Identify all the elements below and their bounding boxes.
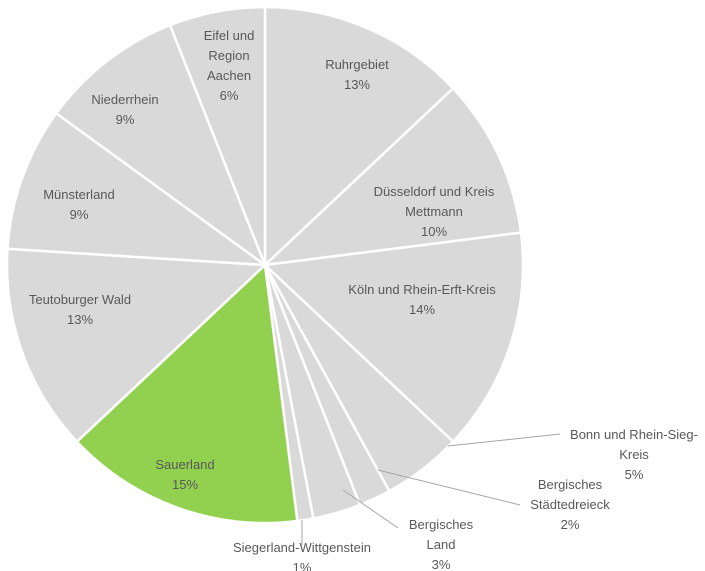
pie-slice: [6, 111, 270, 267]
slice-label: Niederrhein 9%: [25, 90, 225, 130]
category-label: Düsseldorf und Kreis Mettmann: [373, 184, 495, 219]
percent-label: 9%: [69, 207, 89, 222]
slice-label: Sauerland 15%: [85, 455, 285, 495]
category-label: Sauerland: [155, 457, 215, 472]
percent-label: 3%: [431, 557, 451, 571]
slice-label: Eifel und Region Aachen 6%: [198, 26, 260, 106]
slice-label: Teutoburger Wald 13%: [0, 290, 180, 330]
category-label: Bergisches Städtedreieck: [530, 477, 610, 512]
category-label: Bergisches Land: [408, 517, 474, 552]
percent-label: 15%: [171, 477, 199, 492]
category-label: Münsterland: [43, 187, 115, 202]
percent-label: 2%: [560, 517, 580, 532]
category-label: Eifel und Region Aachen: [203, 28, 255, 83]
pie-slice: [5, 247, 268, 444]
pie-slice: [75, 262, 299, 525]
slice-label: Bonn und Rhein-Sieg-Kreis 5%: [564, 425, 704, 485]
percent-label: 5%: [624, 467, 644, 482]
leader-line: [342, 489, 399, 529]
percent-label: 1%: [292, 560, 312, 571]
category-label: Köln und Rhein-Erft-Kreis: [348, 282, 496, 297]
pie-slice: [54, 23, 268, 269]
percent-label: 13%: [66, 312, 94, 327]
slice-label: Bergisches Städtedreieck 2%: [520, 475, 620, 535]
percent-label: 13%: [343, 77, 371, 92]
category-label: Bonn und Rhein-Sieg-Kreis: [570, 427, 698, 462]
percent-label: 14%: [408, 302, 436, 317]
category-label: Siegerland-Wittgenstein: [232, 540, 372, 555]
slice-label: Ruhrgebiet 13%: [257, 55, 457, 95]
pie-slice: [263, 5, 455, 268]
category-label: Niederrhein: [91, 92, 159, 107]
slice-label: Siegerland-Wittgenstein 1%: [202, 538, 402, 571]
category-label: Teutoburger Wald: [28, 292, 132, 307]
percent-label: 6%: [219, 88, 239, 103]
pie-slice: [261, 86, 523, 267]
slice-label: Düsseldorf und Kreis Mettmann 10%: [359, 182, 509, 242]
leader-line: [447, 433, 561, 447]
leader-line: [377, 469, 521, 506]
percent-label: 10%: [420, 224, 448, 239]
slice-label: Köln und Rhein-Erft-Kreis 14%: [322, 280, 522, 320]
percent-label: 9%: [115, 112, 135, 127]
category-label: Ruhrgebiet: [325, 57, 389, 72]
slice-label: Bergisches Land 3%: [401, 515, 481, 571]
pie-slice: [262, 231, 525, 444]
slice-label: Münsterland 9%: [0, 185, 179, 225]
pie-slice: [168, 5, 267, 266]
